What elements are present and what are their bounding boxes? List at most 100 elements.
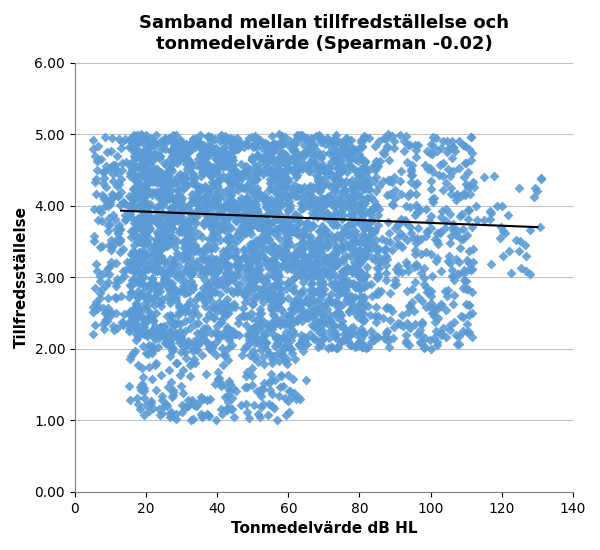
Point xyxy=(225,386,235,395)
Point xyxy=(401,336,410,345)
Point xyxy=(179,170,189,179)
Point xyxy=(303,166,313,174)
Point xyxy=(314,185,323,194)
Point xyxy=(188,281,198,290)
Point xyxy=(261,150,271,158)
Point xyxy=(218,305,228,314)
Point xyxy=(198,394,208,403)
Point xyxy=(283,360,292,369)
Point xyxy=(442,136,452,145)
Point xyxy=(262,210,272,219)
Point xyxy=(244,244,254,252)
Point xyxy=(143,265,153,274)
Point xyxy=(130,130,139,139)
Point xyxy=(145,309,155,318)
Point xyxy=(236,201,245,210)
Point xyxy=(169,213,179,222)
Point xyxy=(263,293,273,302)
Point xyxy=(111,278,121,287)
Point xyxy=(358,251,367,260)
Point xyxy=(104,241,113,250)
Point xyxy=(275,178,285,186)
Point xyxy=(402,318,412,327)
Point xyxy=(236,193,245,202)
Point xyxy=(355,285,364,294)
Point xyxy=(277,315,286,323)
Point xyxy=(178,400,187,409)
Point xyxy=(461,299,471,308)
Point xyxy=(148,294,158,303)
Point xyxy=(284,294,293,302)
Point xyxy=(158,223,168,232)
Point xyxy=(125,307,134,316)
Point xyxy=(426,344,436,353)
Point xyxy=(349,219,358,228)
Point xyxy=(330,299,340,308)
Point xyxy=(333,151,343,160)
Point xyxy=(241,197,250,206)
Point xyxy=(148,138,158,147)
Point xyxy=(202,337,212,346)
Point xyxy=(330,250,340,259)
Point xyxy=(129,175,139,184)
Point xyxy=(137,201,147,210)
Point xyxy=(335,279,344,288)
Point xyxy=(297,316,307,325)
Point xyxy=(331,283,340,292)
Point xyxy=(278,175,288,184)
Point xyxy=(209,259,218,268)
Point xyxy=(313,236,323,245)
Point xyxy=(146,310,156,318)
Point xyxy=(139,387,149,396)
Point xyxy=(503,211,512,219)
Point xyxy=(296,272,306,280)
Point xyxy=(314,233,323,242)
Point xyxy=(236,401,246,410)
Point xyxy=(101,315,110,323)
Point xyxy=(302,295,311,304)
Point xyxy=(458,234,468,243)
Point xyxy=(236,228,246,237)
Point xyxy=(226,327,236,336)
Point xyxy=(249,323,259,332)
Point xyxy=(275,383,285,392)
Point xyxy=(93,216,103,225)
Point xyxy=(292,258,302,267)
Point xyxy=(416,235,426,244)
Point xyxy=(228,181,238,190)
Point xyxy=(278,254,288,262)
Point xyxy=(91,152,100,161)
Point xyxy=(384,342,394,351)
Point xyxy=(266,195,276,204)
Point xyxy=(163,172,173,181)
Point xyxy=(315,274,325,283)
Point xyxy=(236,228,246,237)
Point xyxy=(143,295,152,304)
Point xyxy=(264,164,274,173)
Point xyxy=(347,293,357,301)
Point xyxy=(338,282,347,290)
Point xyxy=(192,345,202,354)
Point xyxy=(256,402,265,411)
Point xyxy=(355,168,365,177)
Point xyxy=(383,255,392,263)
Point xyxy=(355,328,364,337)
Point xyxy=(184,158,193,167)
Point xyxy=(172,358,181,367)
Point xyxy=(221,137,231,146)
Point xyxy=(425,303,435,312)
Point xyxy=(259,342,268,350)
Point xyxy=(355,267,364,276)
Point xyxy=(280,224,290,233)
Point xyxy=(278,148,288,157)
Point xyxy=(394,219,403,228)
Point xyxy=(283,277,293,286)
Point xyxy=(160,180,169,189)
Point xyxy=(356,202,365,211)
Point xyxy=(223,136,233,145)
Point xyxy=(163,167,173,176)
Point xyxy=(371,162,381,170)
Point xyxy=(270,265,280,274)
Point xyxy=(210,379,220,388)
Point xyxy=(348,211,358,220)
